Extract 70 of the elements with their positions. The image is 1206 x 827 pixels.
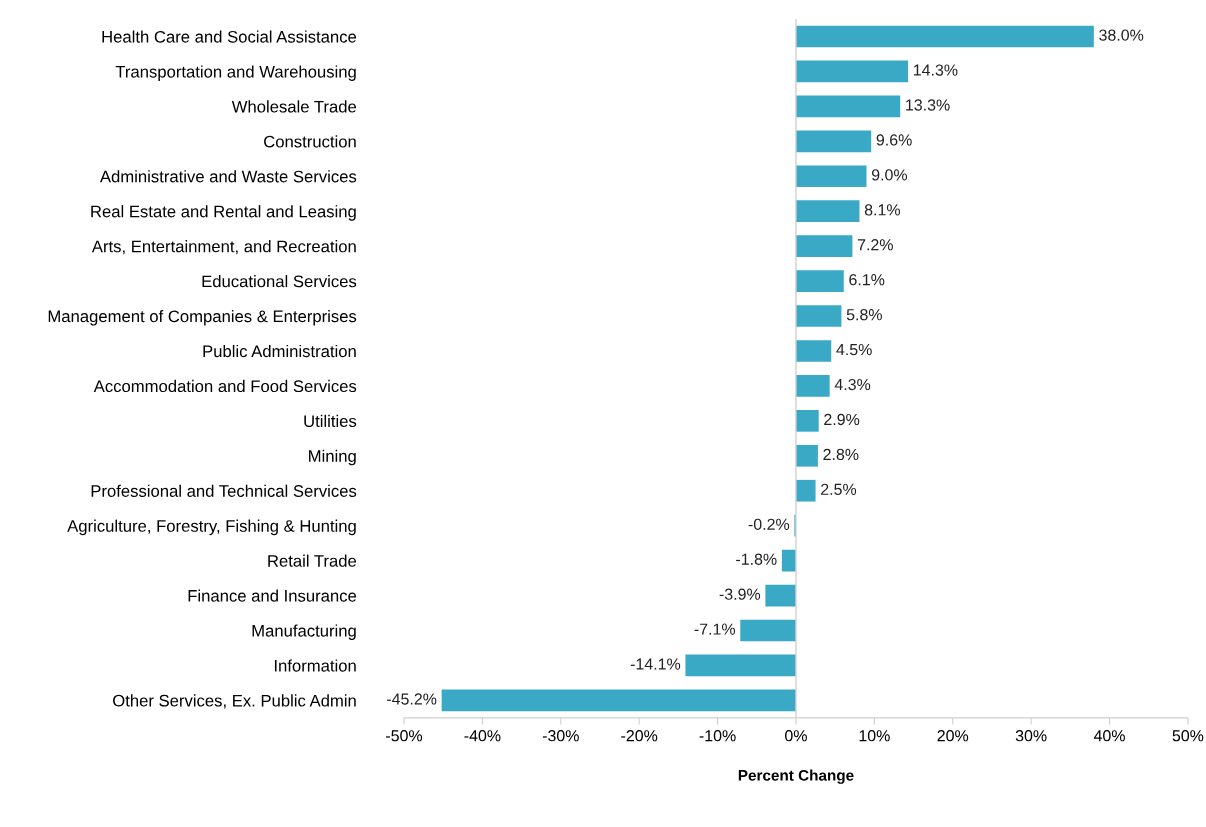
bar bbox=[795, 130, 872, 153]
bar bbox=[795, 95, 901, 118]
data-label: -0.2% bbox=[748, 518, 790, 530]
data-label: -45.2% bbox=[387, 693, 437, 705]
y-tick-label: Transportation and Warehousing bbox=[115, 65, 356, 81]
data-label: 2.8% bbox=[823, 448, 859, 461]
data-label: 14.3% bbox=[913, 64, 958, 76]
bar bbox=[685, 654, 796, 677]
y-tick-label: Other Services, Ex. Public Admin bbox=[113, 694, 356, 709]
x-tick-label: -40% bbox=[464, 730, 501, 742]
data-label: -3.9% bbox=[719, 588, 761, 600]
x-tick-label: -50% bbox=[386, 730, 423, 742]
data-label: 2.9% bbox=[824, 413, 860, 426]
data-label: 4.5% bbox=[836, 344, 872, 356]
x-tick-label: 20% bbox=[937, 730, 969, 742]
y-tick-label: Manufacturing bbox=[252, 624, 356, 640]
bar bbox=[795, 479, 816, 502]
y-tick-label: Management of Companies & Enterprises bbox=[48, 309, 357, 326]
x-tick-label: 0% bbox=[785, 730, 807, 742]
x-tick-label: 50% bbox=[1172, 730, 1204, 742]
bar bbox=[795, 375, 830, 397]
bar bbox=[795, 235, 853, 257]
y-tick-label: Health Care and Social Assistance bbox=[102, 30, 357, 43]
x-tick-label: 40% bbox=[1093, 730, 1125, 742]
bar bbox=[795, 270, 844, 292]
data-label: 9.0% bbox=[871, 169, 908, 181]
data-label: 5.8% bbox=[846, 308, 882, 321]
bar bbox=[795, 340, 832, 362]
data-label: 6.1% bbox=[849, 274, 885, 286]
x-tick-label: -20% bbox=[621, 730, 658, 742]
data-label: 2.5% bbox=[821, 483, 857, 496]
y-tick-label: Professional and Technical Services bbox=[91, 484, 357, 497]
data-label: 13.3% bbox=[906, 99, 950, 111]
y-tick-label: Real Estate and Rental and Leasing bbox=[91, 205, 356, 221]
x-tick-label: 10% bbox=[859, 730, 890, 742]
bar bbox=[795, 25, 1094, 48]
data-label: 7.2% bbox=[857, 239, 893, 251]
y-tick-label: Administrative and Waste Services bbox=[99, 170, 357, 183]
y-tick-label: Accommodation and Food Services bbox=[93, 379, 357, 393]
x-axis-title: Percent Change bbox=[738, 769, 854, 784]
y-tick-label: Educational Services bbox=[202, 275, 357, 288]
bar bbox=[795, 305, 842, 327]
data-label: 8.1% bbox=[864, 204, 900, 216]
data-label: -7.1% bbox=[694, 623, 736, 635]
x-tick-label: -30% bbox=[542, 730, 579, 742]
data-label: -14.1% bbox=[630, 658, 681, 670]
y-tick-label: Finance and Insurance bbox=[188, 589, 357, 602]
y-tick-label: Mining bbox=[309, 449, 356, 466]
y-tick-label: Arts, Entertainment, and Recreation bbox=[91, 240, 356, 255]
y-tick-label: Information bbox=[274, 659, 356, 672]
bar bbox=[795, 410, 819, 432]
bar bbox=[795, 444, 818, 467]
y-tick-label: Agriculture, Forestry, Fishing & Hunting bbox=[67, 519, 356, 536]
y-tick-label: Public Administration bbox=[203, 344, 356, 358]
data-label: 9.6% bbox=[876, 134, 912, 146]
bar bbox=[765, 584, 796, 607]
bar bbox=[441, 689, 796, 712]
bar bbox=[795, 200, 860, 223]
bar bbox=[795, 165, 867, 188]
x-tick-label: 30% bbox=[1015, 730, 1047, 742]
y-tick-label: Retail Trade bbox=[268, 554, 357, 567]
y-tick-label: Wholesale Trade bbox=[231, 100, 357, 113]
data-label: -1.8% bbox=[736, 553, 777, 565]
bar bbox=[740, 619, 796, 642]
bar bbox=[795, 60, 909, 83]
data-label: 4.3% bbox=[834, 378, 871, 391]
y-tick-label: Construction bbox=[264, 135, 356, 148]
x-tick-label: -10% bbox=[699, 730, 736, 742]
y-tick-label: Utilities bbox=[304, 414, 357, 428]
data-label: 38.0% bbox=[1099, 29, 1144, 41]
